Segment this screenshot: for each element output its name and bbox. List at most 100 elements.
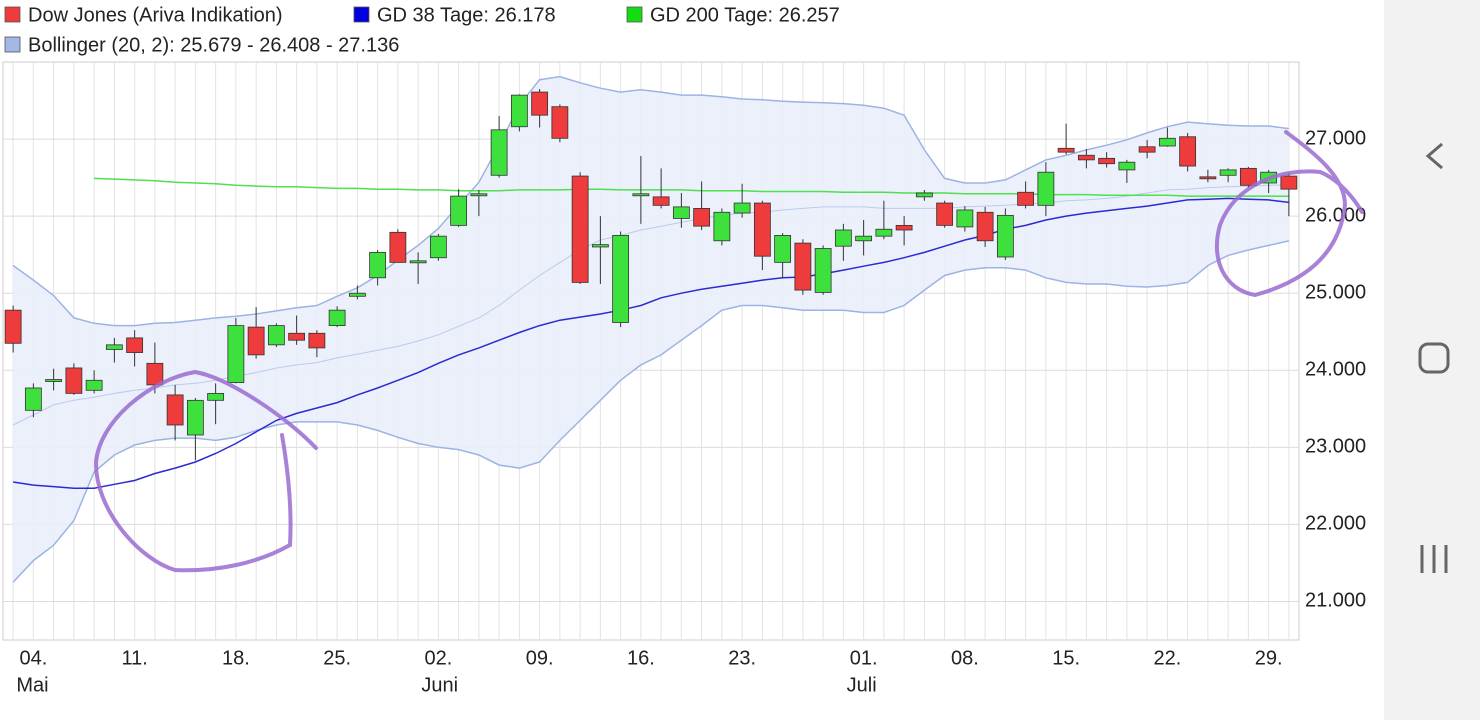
- candle-body: [996, 214, 1014, 258]
- legend-label: Bollinger (20, 2): 25.679 - 26.408 - 27.…: [28, 34, 399, 56]
- candle-body: [85, 379, 103, 391]
- bollinger-middle: [12, 184, 1289, 426]
- candle-body: [348, 292, 366, 297]
- candle-body: [1037, 171, 1055, 206]
- candle-body: [105, 344, 123, 350]
- y-tick-label: 21.000: [1305, 590, 1366, 612]
- candle-body: [207, 392, 225, 401]
- x-tick-label: 04.: [19, 647, 47, 669]
- legend-swatch: [626, 6, 643, 23]
- candle-body: [409, 260, 427, 264]
- candle-body: [895, 224, 913, 231]
- x-tick-label: 23.: [728, 647, 756, 669]
- legend: Dow Jones (Ariva Indikation) GD 38 Tage: …: [4, 4, 840, 56]
- candle-body: [308, 332, 326, 349]
- home-button[interactable]: [1418, 342, 1450, 374]
- y-tick-label: 27.000: [1305, 127, 1366, 149]
- x-tick-label: 01.: [850, 647, 878, 669]
- candle-body: [1239, 167, 1257, 186]
- x-tick-label: 16.: [627, 647, 655, 669]
- candle-body: [612, 234, 630, 323]
- candle-body: [1219, 169, 1237, 176]
- candle-body: [531, 91, 549, 116]
- candle-body: [591, 244, 609, 248]
- y-tick-label: 22.000: [1305, 513, 1366, 535]
- candle-body: [186, 399, 204, 436]
- candle-body: [1280, 175, 1298, 190]
- candle-body: [470, 193, 488, 197]
- legend-swatch: [4, 36, 21, 53]
- candle-body: [1138, 146, 1156, 153]
- candle-body: [65, 367, 83, 394]
- annotation: [93, 130, 1364, 573]
- x-tick-label: 09.: [526, 647, 554, 669]
- back-button[interactable]: [1425, 142, 1443, 170]
- candle-body: [713, 211, 731, 242]
- candle-body: [1098, 157, 1116, 165]
- candle-body: [450, 195, 468, 226]
- candle-body: [753, 202, 771, 257]
- x-tick-label: 29.: [1255, 647, 1283, 669]
- candle-body: [328, 309, 346, 326]
- candle-body: [429, 235, 447, 259]
- candle-body: [551, 106, 569, 139]
- candle-body: [369, 251, 387, 279]
- candle-body: [956, 209, 974, 228]
- bollinger-upper: [12, 75, 1289, 327]
- nav-bar: [1384, 0, 1480, 720]
- x-tick-label: 11.: [121, 647, 147, 669]
- x-tick-label: 22.: [1153, 647, 1181, 669]
- x-tick-label: 02.: [424, 647, 452, 669]
- x-tick-label: 15.: [1052, 647, 1080, 669]
- candle-body: [166, 394, 184, 426]
- candle-body: [510, 94, 528, 128]
- candle-body: [288, 332, 306, 341]
- legend-label: GD 200 Tage: 26.257: [650, 4, 840, 26]
- hand-drawn-circle: [93, 369, 318, 573]
- x-month-label: Mai: [16, 674, 48, 696]
- candle-body: [389, 231, 407, 263]
- candle-body: [733, 202, 751, 214]
- y-tick-label: 24.000: [1305, 359, 1366, 381]
- candle-body: [1158, 137, 1176, 147]
- candle-body: [1077, 154, 1095, 161]
- candle-body: [1199, 176, 1217, 180]
- candle-body: [45, 379, 63, 382]
- candle-body: [227, 325, 245, 383]
- candle-body: [855, 235, 873, 242]
- candle-body: [693, 208, 711, 227]
- x-month-label: Juli: [847, 674, 877, 696]
- y-tick-label: 25.000: [1305, 281, 1366, 303]
- legend-label: Dow Jones (Ariva Indikation): [28, 4, 283, 26]
- moving-average: [12, 197, 1289, 489]
- legend-swatch: [4, 6, 21, 23]
- y-tick-label: 26.000: [1305, 204, 1366, 226]
- x-tick-label: 08.: [951, 647, 979, 669]
- candle-body: [267, 325, 285, 346]
- x-tick-label: 25.: [323, 647, 351, 669]
- candle-body: [875, 228, 893, 237]
- x-tick-label: 18.: [222, 647, 250, 669]
- candle-body: [126, 337, 144, 353]
- recents-button[interactable]: [1420, 545, 1448, 573]
- candle-body: [652, 196, 670, 206]
- candle-body: [1017, 191, 1035, 206]
- bollinger-lower: [12, 240, 1290, 583]
- candle-body: [1179, 136, 1197, 167]
- candle-body: [794, 242, 812, 291]
- y-tick-label: 23.000: [1305, 436, 1366, 458]
- candle-body: [490, 129, 508, 176]
- candle-body: [976, 211, 994, 242]
- legend-swatch: [353, 6, 370, 23]
- candle-body: [936, 202, 954, 226]
- candle-body: [834, 229, 852, 247]
- candle-body: [915, 192, 933, 198]
- x-month-label: Juni: [421, 674, 458, 696]
- candle-body: [814, 248, 832, 293]
- moving-average: [94, 177, 1289, 198]
- candle-body: [1057, 147, 1075, 153]
- candle-body: [24, 387, 42, 411]
- candle-body: [672, 206, 690, 219]
